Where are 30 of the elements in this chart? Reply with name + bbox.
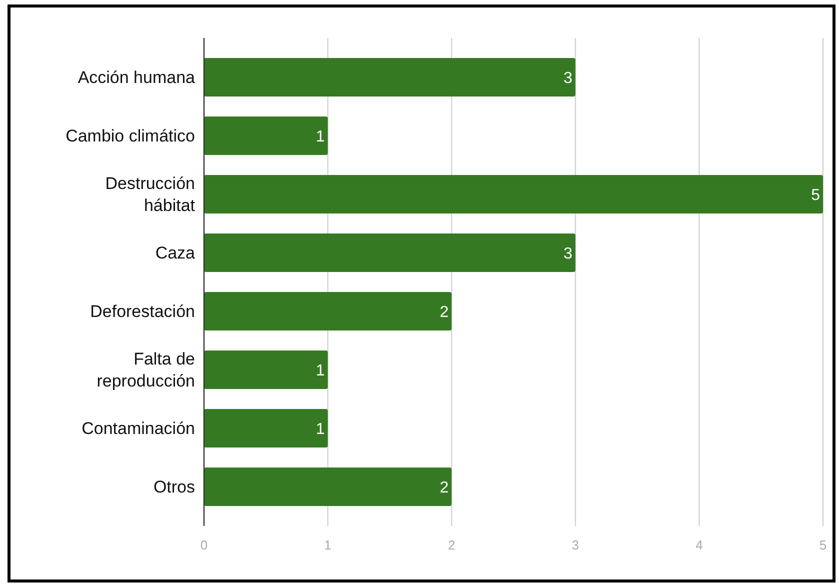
y-tick-label: Otros xyxy=(153,478,195,497)
y-tick-label: Cambio climático xyxy=(66,126,195,146)
data-label: 2 xyxy=(440,479,449,496)
data-label: 1 xyxy=(316,420,325,438)
x-tick-label: 3 xyxy=(572,538,580,553)
bar xyxy=(204,233,576,272)
y-tick-label: Falta de reproducción xyxy=(96,350,195,391)
bar xyxy=(204,467,452,506)
x-tick-label: 1 xyxy=(324,538,332,553)
data-label: 2 xyxy=(440,304,449,321)
y-tick-label: Caza xyxy=(155,244,196,263)
bar xyxy=(204,350,328,390)
bar xyxy=(204,116,328,156)
y-tick-label: Destrucción hábitat xyxy=(105,174,196,216)
data-label: 1 xyxy=(316,128,325,146)
bar xyxy=(204,408,328,448)
x-tick-label: 5 xyxy=(819,538,827,553)
x-tick-label: 4 xyxy=(696,538,703,553)
x-tick-label: 2 xyxy=(448,538,456,553)
y-tick-label: Deforestación xyxy=(90,302,195,322)
data-label: 1 xyxy=(316,362,325,380)
bar xyxy=(204,292,452,331)
bar xyxy=(204,174,823,214)
x-tick-label: 0 xyxy=(200,538,208,553)
y-tick-label: Contaminación xyxy=(82,419,195,438)
data-label: 5 xyxy=(811,186,820,204)
y-tick-label: Acción humana xyxy=(78,68,196,88)
bar xyxy=(204,58,576,97)
data-label: 3 xyxy=(563,245,572,262)
data-label: 3 xyxy=(563,70,572,87)
